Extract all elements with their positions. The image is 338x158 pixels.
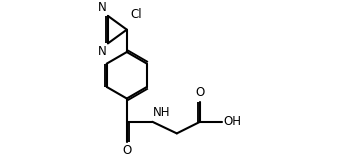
- Text: N: N: [97, 45, 106, 58]
- Text: O: O: [122, 144, 131, 157]
- Text: O: O: [195, 86, 205, 99]
- Text: NH: NH: [153, 106, 171, 119]
- Text: OH: OH: [223, 115, 241, 128]
- Text: Cl: Cl: [130, 8, 142, 21]
- Text: N: N: [97, 1, 106, 14]
